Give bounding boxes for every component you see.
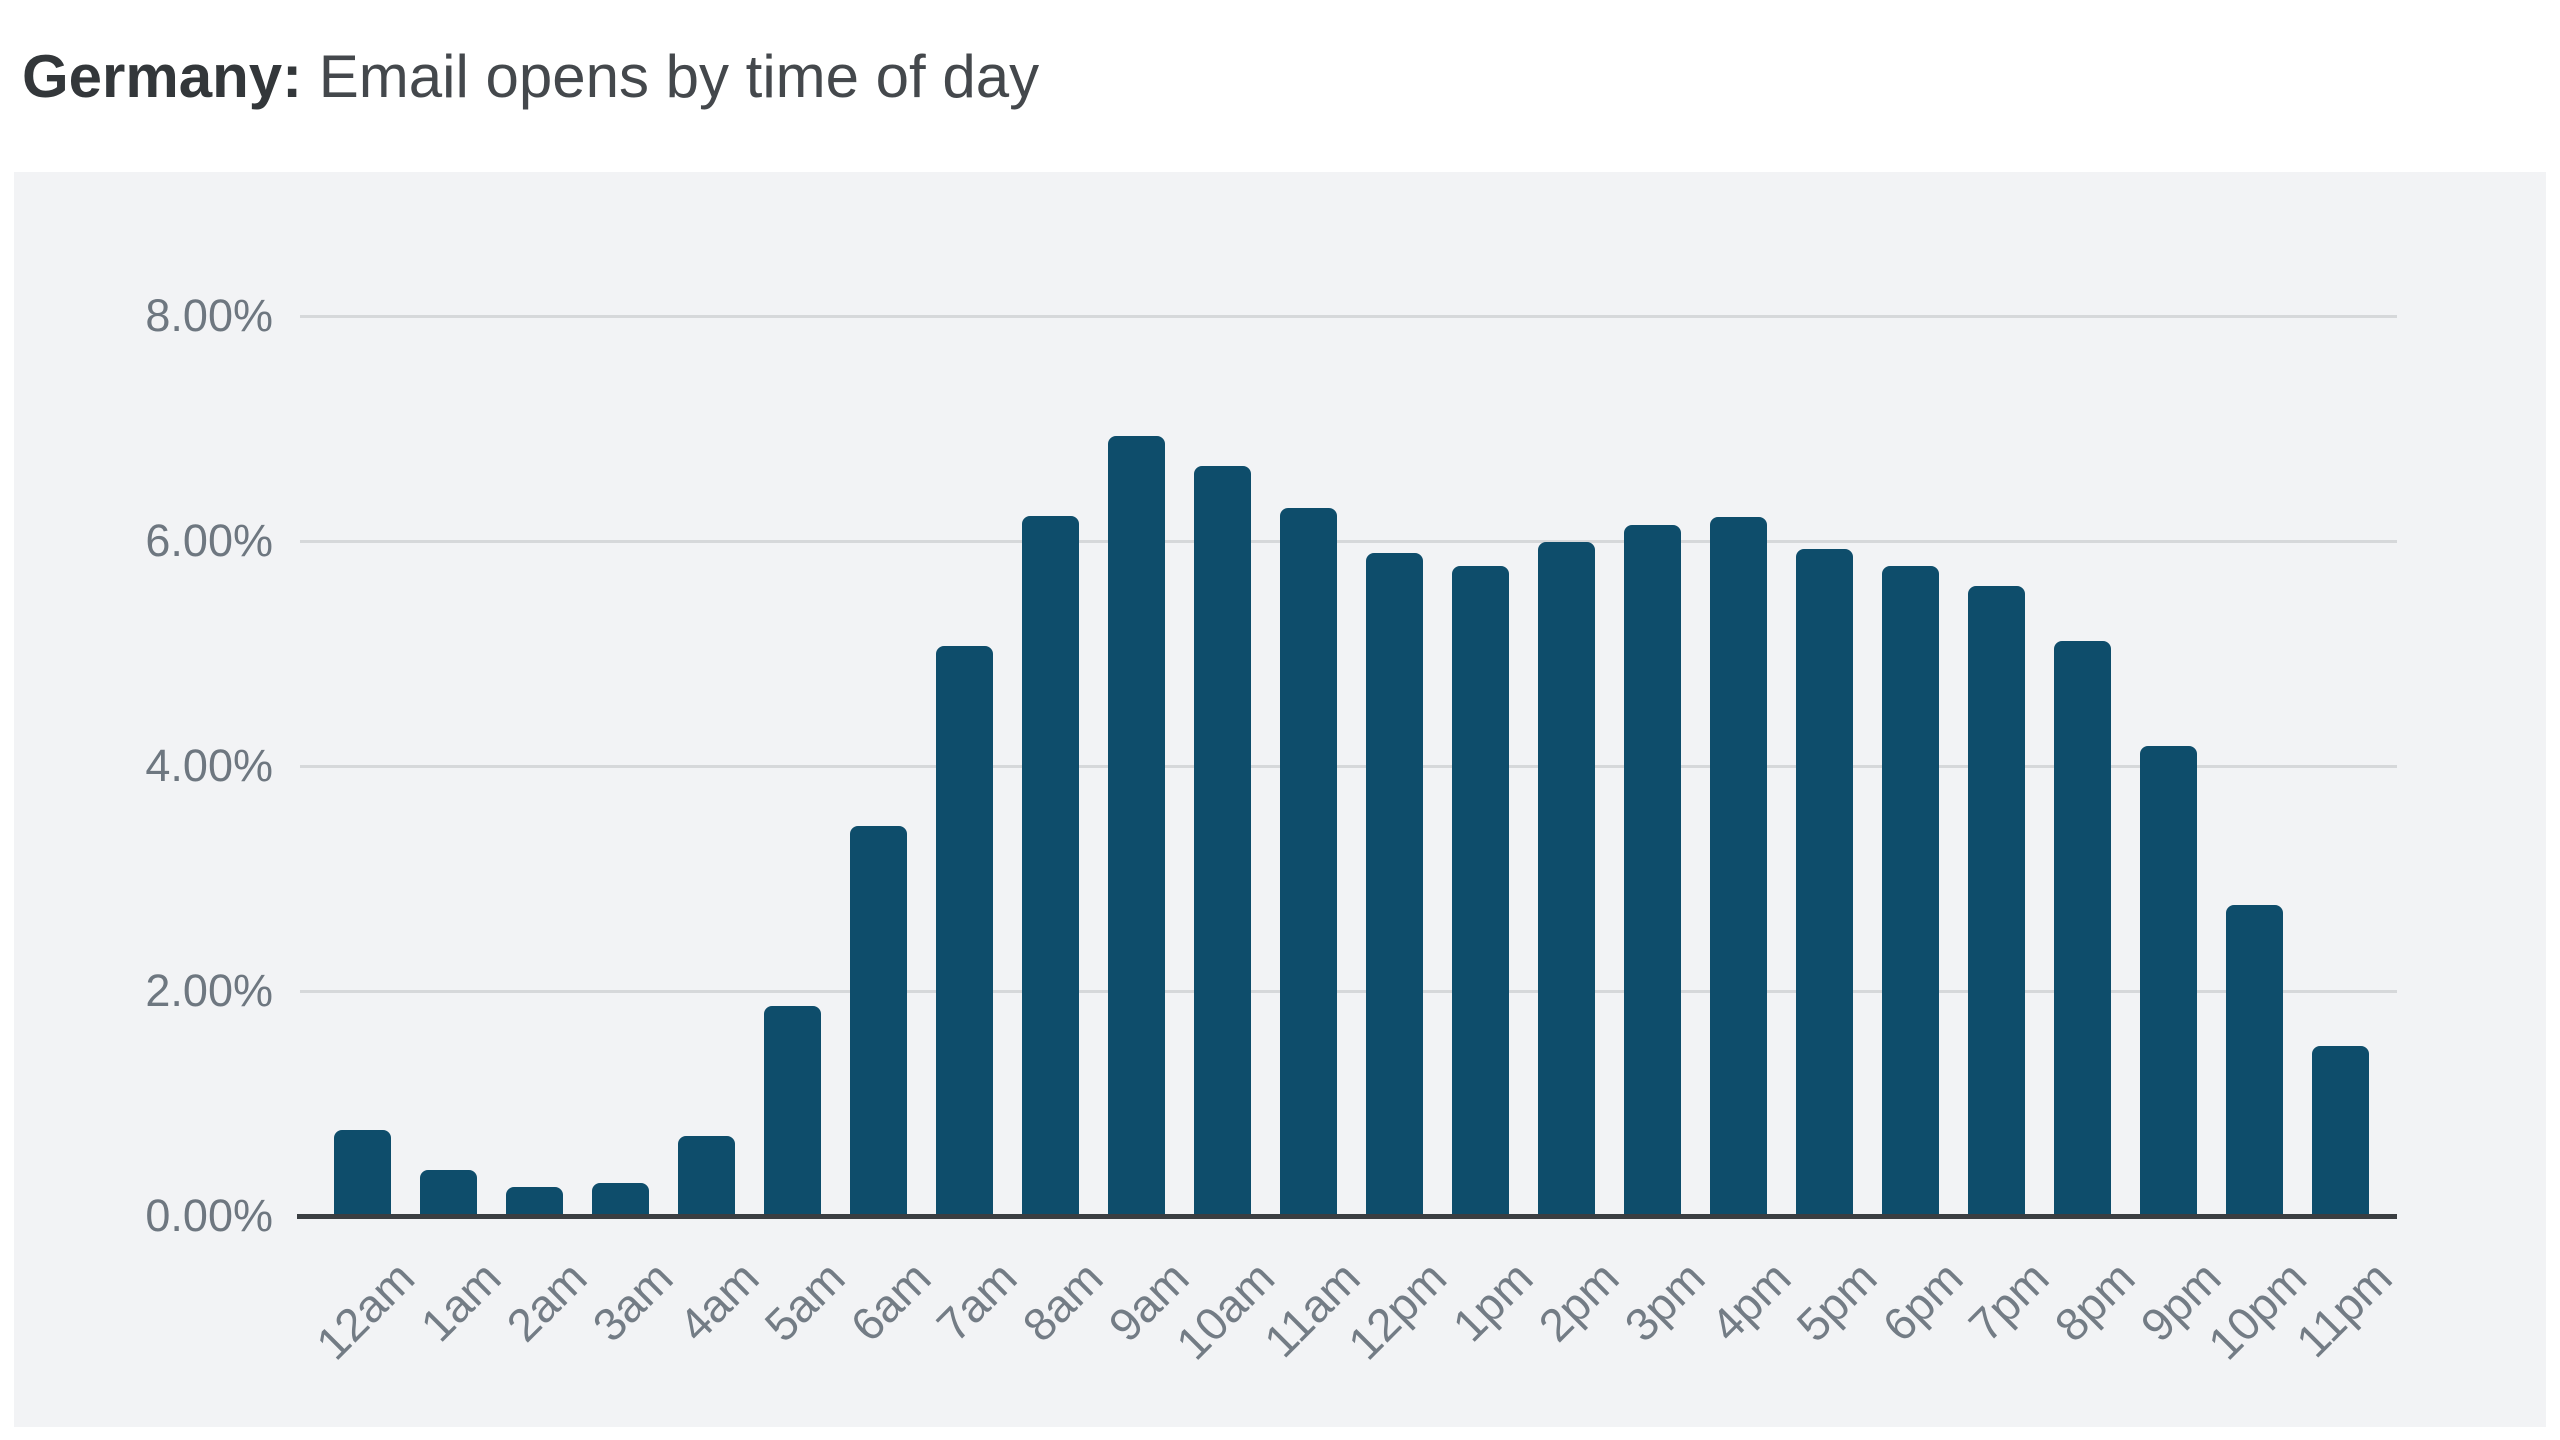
y-tick-label-6.00%: 6.00% [145, 515, 273, 566]
x-tick-label-5pm: 5pm [1786, 1251, 1887, 1352]
bar-8am[interactable] [1022, 516, 1079, 1216]
x-tick-label-2pm: 2pm [1528, 1251, 1629, 1352]
title-country-label: Germany: [22, 43, 303, 110]
x-tick-label-8am: 8am [1012, 1251, 1113, 1352]
bar-6pm[interactable] [1882, 566, 1939, 1216]
bar-12pm[interactable] [1366, 553, 1423, 1216]
y-tick-label-2.00%: 2.00% [145, 965, 273, 1016]
bar-1am[interactable] [420, 1170, 477, 1216]
x-tick-label-7am: 7am [926, 1251, 1027, 1352]
bar-10am[interactable] [1194, 466, 1251, 1216]
x-tick-label-11pm: 11pm [2286, 1251, 2403, 1368]
x-tick-label-2am: 2am [496, 1251, 597, 1352]
x-tick-label-8pm: 8pm [2044, 1251, 2145, 1352]
bar-9am[interactable] [1108, 436, 1165, 1216]
gridline-4.00% [300, 765, 2397, 768]
bar-3pm[interactable] [1624, 525, 1681, 1216]
x-tick-label-10pm: 10pm [2197, 1251, 2317, 1370]
x-tick-label-3pm: 3pm [1614, 1251, 1715, 1352]
bar-4am[interactable] [678, 1136, 735, 1216]
x-tick-label-12am: 12am [305, 1251, 425, 1370]
y-tick-label-4.00%: 4.00% [145, 740, 273, 791]
bar-7pm[interactable] [1968, 586, 2025, 1216]
bar-6am[interactable] [850, 826, 907, 1216]
x-tick-label-4am: 4am [668, 1251, 769, 1352]
bar-9pm[interactable] [2140, 746, 2197, 1216]
gridline-2.00% [300, 990, 2397, 993]
x-tick-label-10am: 10am [1165, 1251, 1285, 1370]
x-tick-label-7pm: 7pm [1958, 1251, 2059, 1352]
bar-11am[interactable] [1280, 508, 1337, 1216]
x-tick-label-1am: 1am [410, 1251, 511, 1352]
bar-4pm[interactable] [1710, 517, 1767, 1216]
y-tick-label-0.00%: 0.00% [145, 1190, 273, 1241]
x-tick-label-6pm: 6pm [1872, 1251, 1973, 1352]
x-tick-label-6am: 6am [840, 1251, 941, 1352]
x-tick-label-4pm: 4pm [1700, 1251, 1801, 1352]
bar-7am[interactable] [936, 646, 993, 1216]
bar-11pm[interactable] [2312, 1046, 2369, 1216]
gridline-6.00% [300, 540, 2397, 543]
x-axis-line [297, 1214, 2397, 1219]
x-tick-label-3am: 3am [582, 1251, 683, 1352]
bar-5am[interactable] [764, 1006, 821, 1216]
bar-12am[interactable] [334, 1130, 391, 1216]
bar-3am[interactable] [592, 1183, 649, 1216]
x-tick-label-5am: 5am [754, 1251, 855, 1352]
title-text: Email opens by time of day [302, 43, 1040, 110]
bar-5pm[interactable] [1796, 549, 1853, 1216]
x-tick-label-11am: 11am [1254, 1251, 1371, 1368]
bar-10pm[interactable] [2226, 905, 2283, 1216]
page-title: Germany: Email opens by time of day [22, 44, 1039, 110]
x-tick-label-1pm: 1pm [1442, 1251, 1543, 1352]
y-tick-label-8.00%: 8.00% [145, 290, 273, 341]
bar-2am[interactable] [506, 1187, 563, 1216]
bar-8pm[interactable] [2054, 641, 2111, 1216]
bar-2pm[interactable] [1538, 542, 1595, 1216]
gridline-8.00% [300, 315, 2397, 318]
x-tick-label-12pm: 12pm [1337, 1251, 1457, 1370]
bar-1pm[interactable] [1452, 566, 1509, 1216]
chart-plot-panel: 8.00% 6.00% 4.00% 2.00% 0.00% 12am 1am 2am 3am 4… [14, 172, 2546, 1427]
